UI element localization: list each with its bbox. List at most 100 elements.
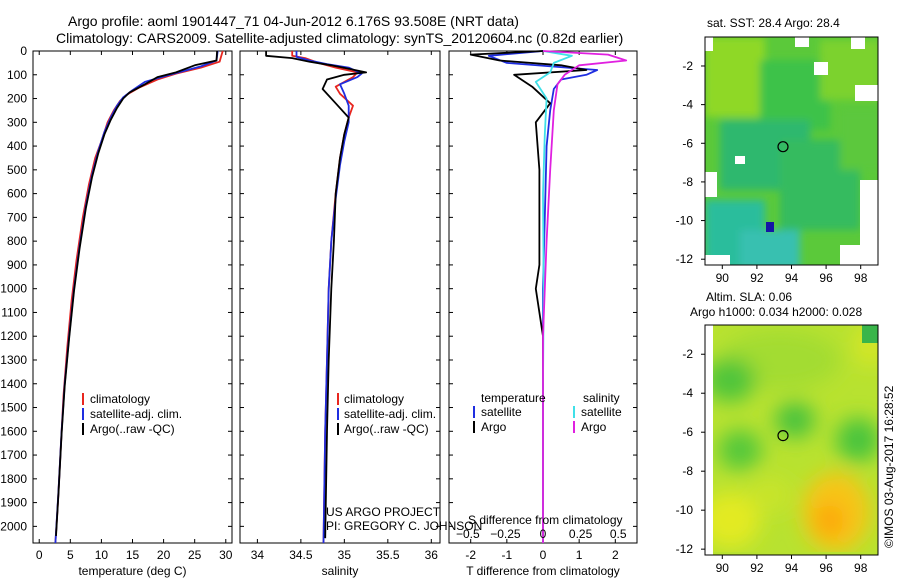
- s-diff-tick-label: 0.5: [610, 527, 627, 541]
- temperature-legend: climatology satellite-adj. clim. Argo(..…: [82, 392, 182, 436]
- map-y-tick-label: -8: [682, 464, 693, 478]
- pi-label: PI: GREGORY C. JOHNSON: [326, 519, 482, 533]
- legend-label-satellite: satellite-adj. clim.: [344, 407, 436, 421]
- x-tick-label: 0: [540, 548, 547, 562]
- map-y-tick-label: -2: [682, 59, 693, 73]
- argo-location-marker: [777, 141, 789, 153]
- sst-map: sat. SST: 28.4 Argo: 28.4: [676, 16, 879, 285]
- legend-label-argo: Argo(..raw -QC): [90, 422, 175, 436]
- s-diff-tick-label: −0.5: [456, 527, 480, 541]
- legend-title-temperature: temperature: [481, 391, 546, 405]
- salinity-legend: climatology satellite-adj. clim. Argo(..…: [337, 392, 436, 436]
- y-tick-label: 1900: [0, 496, 27, 510]
- map-y-tick-label: -12: [676, 542, 694, 556]
- salinity-panel: 34 34.5 35 35.5 36 salinity: [239, 50, 441, 578]
- y-tick-label: 1000: [0, 282, 27, 296]
- legend-label-s-argo: Argo: [581, 420, 607, 434]
- y-tick-label: 600: [7, 187, 27, 201]
- y-tick-label: 1600: [0, 424, 27, 438]
- map-x-tick-label: 96: [819, 271, 833, 285]
- difference-legend: temperature satellite Argo salinity sate…: [473, 391, 622, 434]
- x-tick-label: 35: [338, 548, 352, 562]
- map-x-tick-label: 92: [750, 561, 764, 575]
- project-label: US ARGO PROJECT: [326, 505, 441, 519]
- x-tick-label: 10: [95, 548, 109, 562]
- figure-title-line1: Argo profile: aoml 1901447_71 04-Jun-201…: [68, 13, 519, 29]
- figure-title-line2: Climatology: CARS2009. Satellite-adjuste…: [56, 30, 623, 46]
- map-x-tick-label: 98: [854, 271, 868, 285]
- s-difference-label: S difference from climatology: [468, 513, 623, 527]
- y-tick-label: 100: [7, 68, 27, 82]
- legend-label-argo: Argo(..raw -QC): [344, 422, 429, 436]
- map-x-tick-label: 90: [716, 561, 730, 575]
- y-tick-label: 500: [7, 163, 27, 177]
- series-line-s-argo: [542, 50, 628, 543]
- y-tick-label: 200: [7, 92, 27, 106]
- y-tick-label: 1700: [0, 448, 27, 462]
- temperature-panel: 0 5 10 15 20 25 30 temperature (deg C) 0 100 200 30…: [0, 44, 232, 578]
- y-tick-label: 800: [7, 234, 27, 248]
- map-y-tick-label: -6: [682, 425, 693, 439]
- legend-label-t-satellite: satellite: [481, 405, 522, 419]
- series-line-argo-raw-qc-: [55, 50, 218, 536]
- map-y-tick-label: -8: [682, 175, 693, 189]
- map-x-tick-label: 98: [854, 561, 868, 575]
- s-diff-tick-label: 0: [540, 527, 547, 541]
- x-tick-label: 5: [67, 548, 74, 562]
- y-tick-label: 700: [7, 210, 27, 224]
- x-tick-label: -1: [502, 548, 513, 562]
- map-y-tick-label: -6: [682, 136, 693, 150]
- x-tick-label: 1: [576, 548, 583, 562]
- sst-heatmap-field: [705, 37, 878, 265]
- map-x-tick-label: 94: [785, 271, 799, 285]
- y-tick-label: 900: [7, 258, 27, 272]
- sla-map-title-line2: Argo h1000: 0.034 h2000: 0.028: [690, 305, 862, 319]
- x-tick-label: 0: [36, 548, 43, 562]
- legend-title-salinity: salinity: [583, 391, 620, 405]
- s-diff-tick-label: 0.25: [569, 527, 593, 541]
- x-tick-label: 30: [219, 548, 233, 562]
- x-tick-label: 35.5: [376, 548, 400, 562]
- map-y-tick-label: -4: [682, 386, 693, 400]
- series-line-argo-raw-qc-: [265, 51, 367, 539]
- y-tick-label: 300: [7, 115, 27, 129]
- y-tick-label: 1300: [0, 353, 27, 367]
- sla-map-title-line1: Altim. SLA: 0.06: [706, 290, 792, 304]
- difference-panel: -2 -1 0 1 2 T difference from climatology −0.5…: [448, 50, 638, 578]
- y-tick-label: 1200: [0, 329, 27, 343]
- map-x-tick-label: 90: [716, 271, 730, 285]
- legend-label-climatology: climatology: [90, 392, 150, 406]
- legend-label-s-satellite: satellite: [581, 405, 622, 419]
- legend-label-satellite: satellite-adj. clim.: [90, 407, 182, 421]
- sla-heatmap-field: [705, 325, 878, 555]
- map-y-tick-label: -10: [676, 503, 694, 517]
- x-axis-label: T difference from climatology: [466, 564, 620, 578]
- timestamp-credit: ©IMOS 03-Aug-2017 16:28:52: [882, 385, 896, 548]
- x-axis-label: salinity: [322, 564, 359, 578]
- x-tick-label: 34: [251, 548, 265, 562]
- y-tick-label: 1500: [0, 401, 27, 415]
- x-axis-label: temperature (deg C): [78, 564, 186, 578]
- x-tick-label: 25: [188, 548, 202, 562]
- y-tick-label: 1400: [0, 377, 27, 391]
- y-tick-label: 0: [20, 44, 27, 58]
- s-diff-tick-label: −0.25: [490, 527, 521, 541]
- y-tick-label: 400: [7, 139, 27, 153]
- map-y-tick-label: -10: [676, 214, 694, 228]
- legend-label-climatology: climatology: [344, 392, 404, 406]
- x-tick-label: 34.5: [289, 548, 313, 562]
- y-tick-label: 1100: [1, 305, 27, 319]
- plot-frame: [239, 50, 441, 544]
- legend-label-t-argo: Argo: [481, 420, 507, 434]
- sla-map: Altim. SLA: 0.06 Argo h1000: 0.034 h2000…: [676, 290, 879, 575]
- argo-location-marker: [777, 430, 789, 442]
- x-tick-label: -2: [465, 548, 476, 562]
- x-tick-label: 2: [612, 548, 619, 562]
- y-tick-label: 1800: [0, 472, 27, 486]
- x-tick-label: 20: [157, 548, 171, 562]
- map-x-tick-label: 96: [819, 561, 833, 575]
- x-tick-label: 36: [425, 548, 439, 562]
- plot-frame: [32, 50, 233, 544]
- map-y-tick-label: -2: [682, 347, 693, 361]
